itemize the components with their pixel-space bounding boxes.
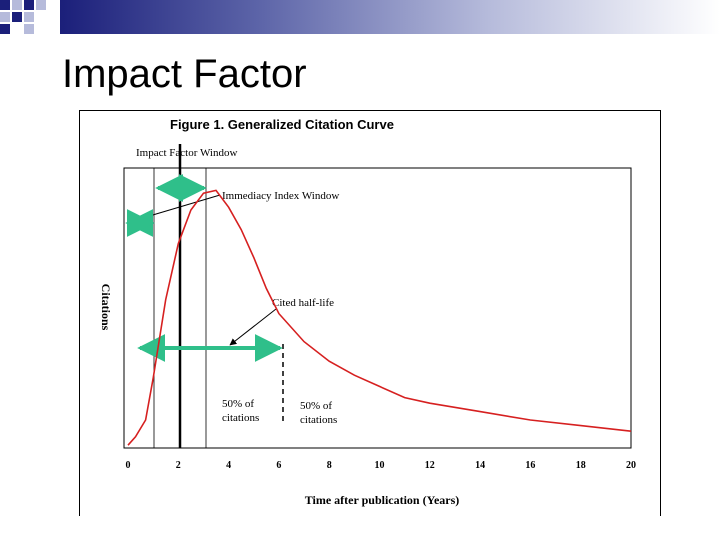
impact-factor-window-label: Impact Factor Window [136,147,237,159]
x-tick-label: 0 [126,460,131,471]
deco-square [24,24,34,34]
half-left-label-line1: 50% of [222,398,254,410]
x-tick-label: 6 [276,460,281,471]
deco-square [36,0,46,10]
x-tick-label: 4 [226,460,231,471]
x-tick-label: 10 [375,460,385,471]
deco-square [12,24,22,34]
deco-square [24,0,34,10]
y-axis-label: Citations [99,284,113,331]
x-tick-label: 2 [176,460,181,471]
deco-square [0,0,10,10]
citation-curve [127,189,632,446]
immediacy-pointer-line [145,194,221,219]
deco-square [0,24,10,34]
figure-frame: Figure 1. Generalized Citation Curve Imp… [79,110,661,516]
plot-area [123,167,632,449]
title-decoration [0,0,720,50]
slide-title: Impact Factor [62,52,307,96]
half-life-pointer-line [229,308,277,346]
x-axis-label: Time after publication (Years) [305,493,460,507]
x-tick-label: 8 [327,460,332,471]
half-right-label-line2: citations [300,414,337,426]
chart-title: Figure 1. Generalized Citation Curve [170,117,394,132]
x-tick-label: 16 [525,460,535,471]
x-tick-label: 12 [425,460,435,471]
x-tick-label: 14 [475,460,485,471]
deco-square [12,12,22,22]
citation-curve-figure: Figure 1. Generalized Citation Curve Imp… [99,117,637,507]
immediacy-index-window-label: Immediacy Index Window [222,190,339,202]
title-gradient-bar [60,0,720,34]
x-tick-label: 18 [576,460,586,471]
cited-half-life-label: Cited half-life [272,297,334,309]
deco-square [24,12,34,22]
x-tick-label: 20 [626,460,636,471]
half-left-label-line2: citations [222,412,259,424]
deco-square [0,12,10,22]
half-right-label-line1: 50% of [300,400,332,412]
x-tick-labels: 0 2 4 6 8 10 12 14 16 18 20 [126,460,637,471]
deco-square [12,0,22,10]
